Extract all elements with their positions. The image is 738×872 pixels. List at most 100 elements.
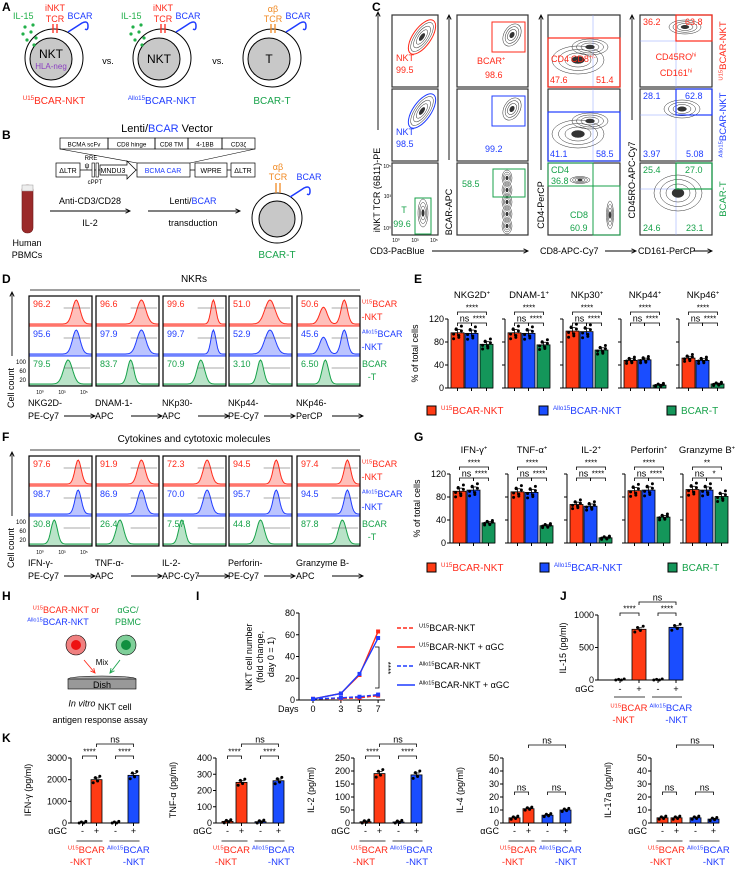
superscript: U15: [362, 460, 372, 466]
contour-line: [571, 112, 609, 130]
data-point: [656, 382, 660, 386]
psi-label: ψ: [85, 163, 90, 170]
data-point: [473, 493, 477, 497]
axis-tick: 10⁰: [392, 238, 400, 244]
contour-line: [572, 177, 588, 183]
text-run: Vector: [179, 123, 214, 135]
panel-title: NKRs: [181, 274, 207, 285]
flow-plot: [456, 14, 529, 88]
rre-box: [91, 162, 95, 178]
significance-bracket: [473, 477, 489, 481]
gate-label: CD4: [551, 165, 569, 175]
superscript: U15: [441, 405, 453, 412]
agc-sign: -: [364, 826, 367, 836]
data-point: [721, 498, 725, 502]
data-point: [229, 818, 233, 822]
y-tick-label: 300: [197, 769, 212, 779]
y-axis-label: IL-15 (pg/ml): [558, 622, 568, 673]
data-point: [483, 521, 487, 525]
y-tick-label: 3000: [47, 753, 67, 763]
group-label: Allo15BCAR: [539, 845, 582, 856]
data-point: [652, 678, 656, 682]
y-tick-label: 30: [637, 779, 647, 789]
arrow-head: [538, 13, 544, 20]
y-tick-label: 0: [62, 818, 67, 828]
text-run: BCAR-NKT: [429, 623, 476, 633]
contour-line: [410, 96, 434, 126]
row-label: U15BCAR-NKT: [718, 21, 729, 81]
x-axis-label: CD3-PacBlue: [370, 246, 425, 256]
x-axis-label: PE-Cy7: [28, 571, 59, 581]
contour-line: [509, 31, 515, 39]
agc-sign: -: [694, 826, 697, 836]
contour-line: [507, 29, 517, 41]
x-axis-label: Perforin-: [228, 558, 263, 568]
y-axis-label: Cell count: [6, 367, 16, 408]
significance-bracket: [531, 477, 547, 481]
text-run: BCAR-NKT: [452, 563, 503, 574]
series-marker: [376, 692, 381, 697]
text-run: CD45RO: [656, 52, 693, 62]
data-point: [694, 481, 698, 485]
contour-line: [653, 174, 703, 212]
percent-positive: 98.7: [33, 489, 51, 499]
significance-bracket: [692, 466, 722, 470]
contour-line: [558, 49, 598, 71]
percent-positive: 72.3: [167, 459, 185, 469]
contour-line: [671, 188, 685, 198]
y-axis-label: IL-2 (pg/ml): [306, 767, 316, 813]
data-point: [511, 815, 515, 819]
chart-title: IFN-γ+: [461, 445, 488, 456]
blood-tube-icon: [21, 184, 34, 234]
contour-line: [663, 99, 701, 119]
histogram-curve: [228, 299, 293, 327]
data-point: [115, 821, 119, 825]
il15-dot-icon: [32, 43, 36, 47]
quadrant-value: 5.08: [686, 149, 704, 159]
significance-label: ****: [475, 470, 487, 479]
significance-label: ns: [691, 314, 701, 324]
legend-label: Allo15BCAR-NKT: [553, 405, 621, 417]
data-point: [241, 782, 245, 786]
gate-label: NKT: [396, 53, 415, 63]
significance-label: ns: [579, 469, 589, 479]
x-tick-label: 3: [338, 704, 343, 714]
significance-label: ****: [646, 315, 658, 324]
text-run: BCAR: [703, 845, 730, 856]
data-point: [673, 815, 677, 819]
data-point: [490, 520, 494, 524]
data-point: [488, 337, 492, 341]
data-point: [619, 678, 623, 682]
x-axis-label: NKG2D-: [28, 398, 62, 408]
significance-label: ****: [118, 748, 130, 757]
arrow-head: [157, 573, 164, 579]
histogram-curve: [28, 489, 93, 517]
y-axis-label: Cell count: [6, 527, 16, 568]
gate-value: 99.6: [393, 219, 411, 229]
agc-sign: +: [526, 826, 531, 836]
superscript: -: [569, 55, 571, 61]
panel-letter-j: J: [560, 589, 567, 603]
contour-line: [505, 175, 509, 181]
data-point: [227, 820, 231, 824]
data-point: [486, 346, 490, 350]
data-point: [622, 677, 626, 681]
percent-positive: 70.9: [167, 359, 185, 369]
panel-letter-c: C: [372, 0, 381, 14]
contour-line: [672, 104, 692, 114]
percent-positive: 26.4: [100, 519, 118, 529]
superscript: U15: [718, 69, 724, 81]
text-run: BCAR: [378, 329, 404, 339]
row-label: BCAR: [362, 519, 388, 529]
x-axis-label: APC-Cy7: [162, 571, 200, 581]
il15-dot-icon: [139, 23, 143, 27]
data-point: [526, 496, 530, 500]
data-point: [587, 502, 591, 506]
gate-label: CD8: [570, 210, 588, 220]
contour-line: [416, 103, 428, 119]
histogram-curve: [162, 459, 227, 487]
car-domain-label: 4-1BB: [196, 142, 214, 149]
bar: [594, 349, 609, 389]
data-point: [583, 326, 587, 330]
